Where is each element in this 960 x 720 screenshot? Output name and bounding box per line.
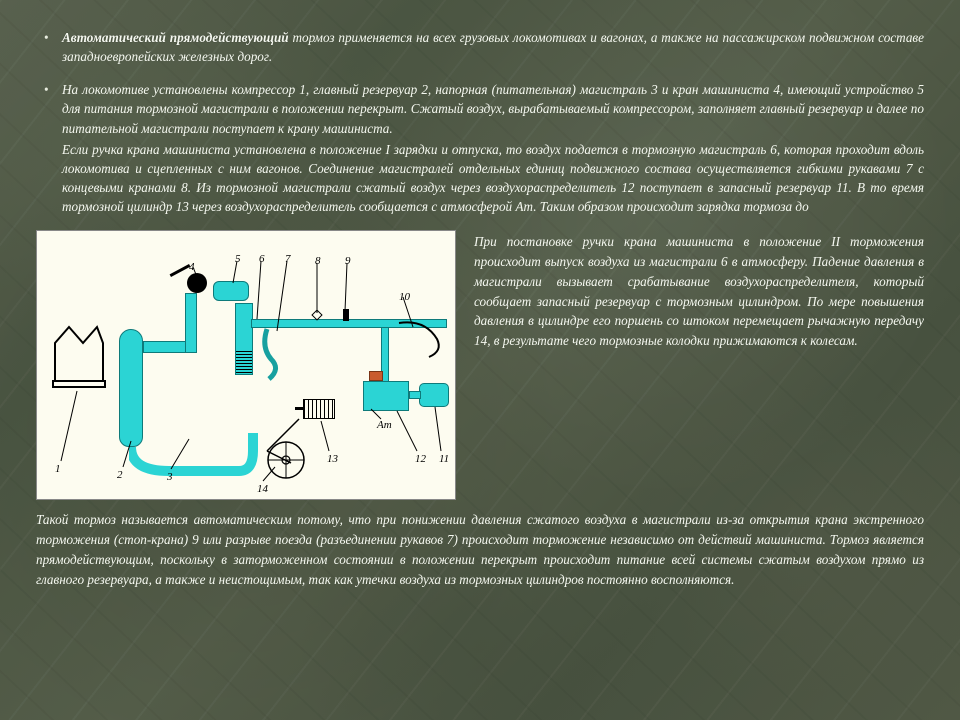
diagram-label: 7 xyxy=(285,253,291,265)
diagram-label: 1 xyxy=(55,463,61,475)
diagram-label: Ат xyxy=(377,419,392,431)
diagram-text-row: 1234567891011121314Ат При постановке руч… xyxy=(36,230,924,500)
bullet-1: Автоматический прямодействующий тормоз п… xyxy=(62,28,924,66)
diagram-label: 3 xyxy=(167,471,173,483)
side-paragraph: При постановке ручки крана машиниста в п… xyxy=(474,230,924,351)
brake-schematic-diagram: 1234567891011121314Ат xyxy=(36,230,456,500)
diagram-label: 14 xyxy=(257,483,268,495)
diagram-label: 11 xyxy=(439,453,449,465)
bottom-paragraph: Такой тормоз называется автоматическим п… xyxy=(36,510,924,589)
diagram-label: 4 xyxy=(189,261,195,273)
diagram-label: 6 xyxy=(259,253,265,265)
diagram-label: 5 xyxy=(235,253,241,265)
diagram-label: 9 xyxy=(345,255,351,267)
bullet-2-para1: На локомотиве установлены компрессор 1, … xyxy=(62,80,924,137)
bullet-2: На локомотиве установлены компрессор 1, … xyxy=(62,80,924,216)
diagram-label: 10 xyxy=(399,291,410,303)
leader-lines xyxy=(37,231,457,501)
bullet-2-para2: Если ручка крана машиниста установлена в… xyxy=(62,140,924,217)
diagram-label: 8 xyxy=(315,255,321,267)
slide-content: Автоматический прямодействующий тормоз п… xyxy=(0,0,960,609)
diagram-label: 13 xyxy=(327,453,338,465)
lead-term: Автоматический прямодействующий xyxy=(62,30,289,45)
diagram-label: 12 xyxy=(415,453,426,465)
diagram-label: 2 xyxy=(117,469,123,481)
